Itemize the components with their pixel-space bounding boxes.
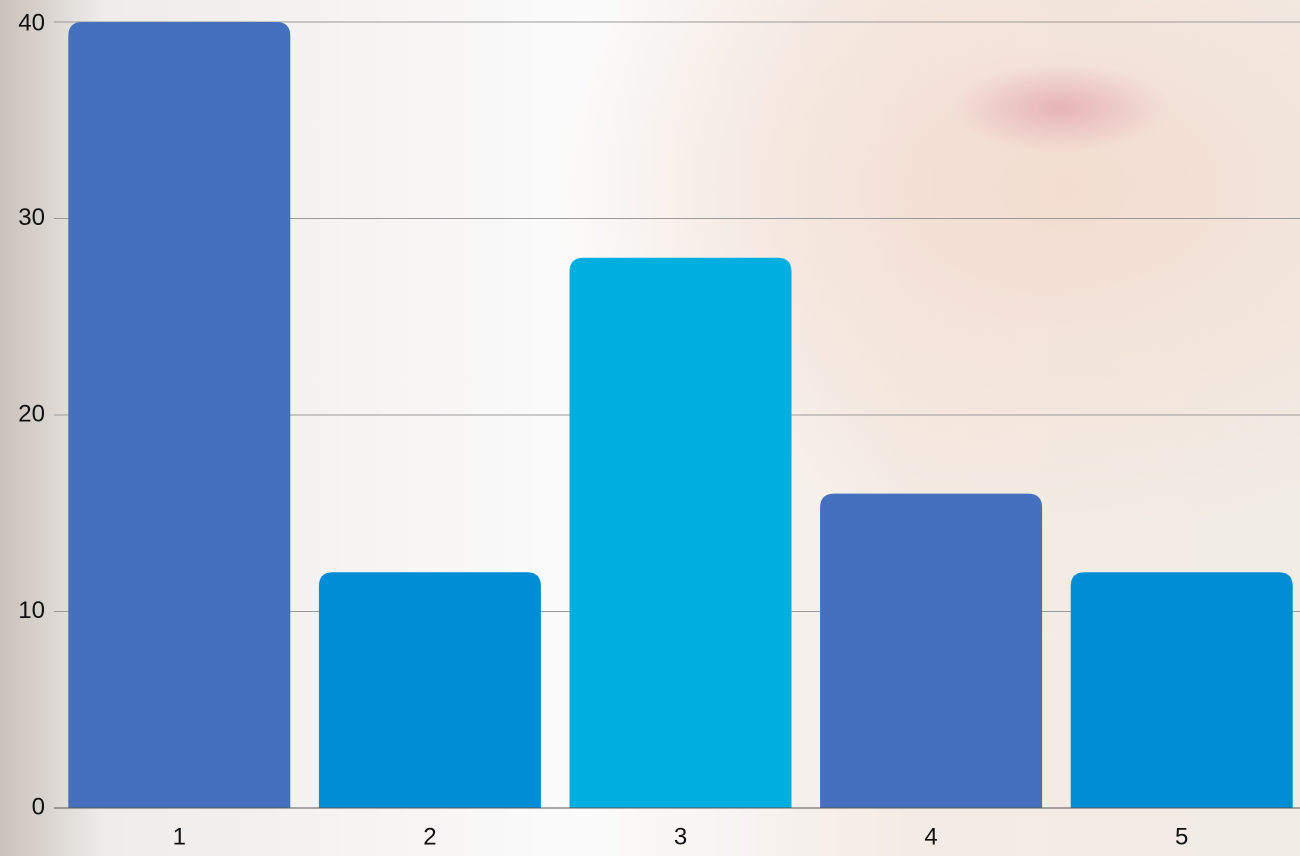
y-tick-label: 0 [32,793,45,820]
y-tick-label: 20 [18,400,45,427]
x-tick-label: 3 [674,823,687,850]
bar [1071,572,1293,808]
chart: 0 10 20 30 40 1 2 3 4 5 [0,0,1300,856]
y-tick-label: 10 [18,597,45,624]
x-tick-label: 5 [1175,823,1188,850]
x-tick-label: 4 [924,823,937,850]
bar [68,22,290,808]
y-tick-label: 40 [18,9,45,36]
page: 01020304012345 (() => { const data = JSO… [0,0,1300,856]
x-tick-label: 1 [173,823,186,850]
bar [820,494,1042,808]
x-tick-label: 2 [423,823,436,850]
y-tick-label: 30 [18,204,45,231]
bar [319,572,541,808]
bar [570,258,792,808]
